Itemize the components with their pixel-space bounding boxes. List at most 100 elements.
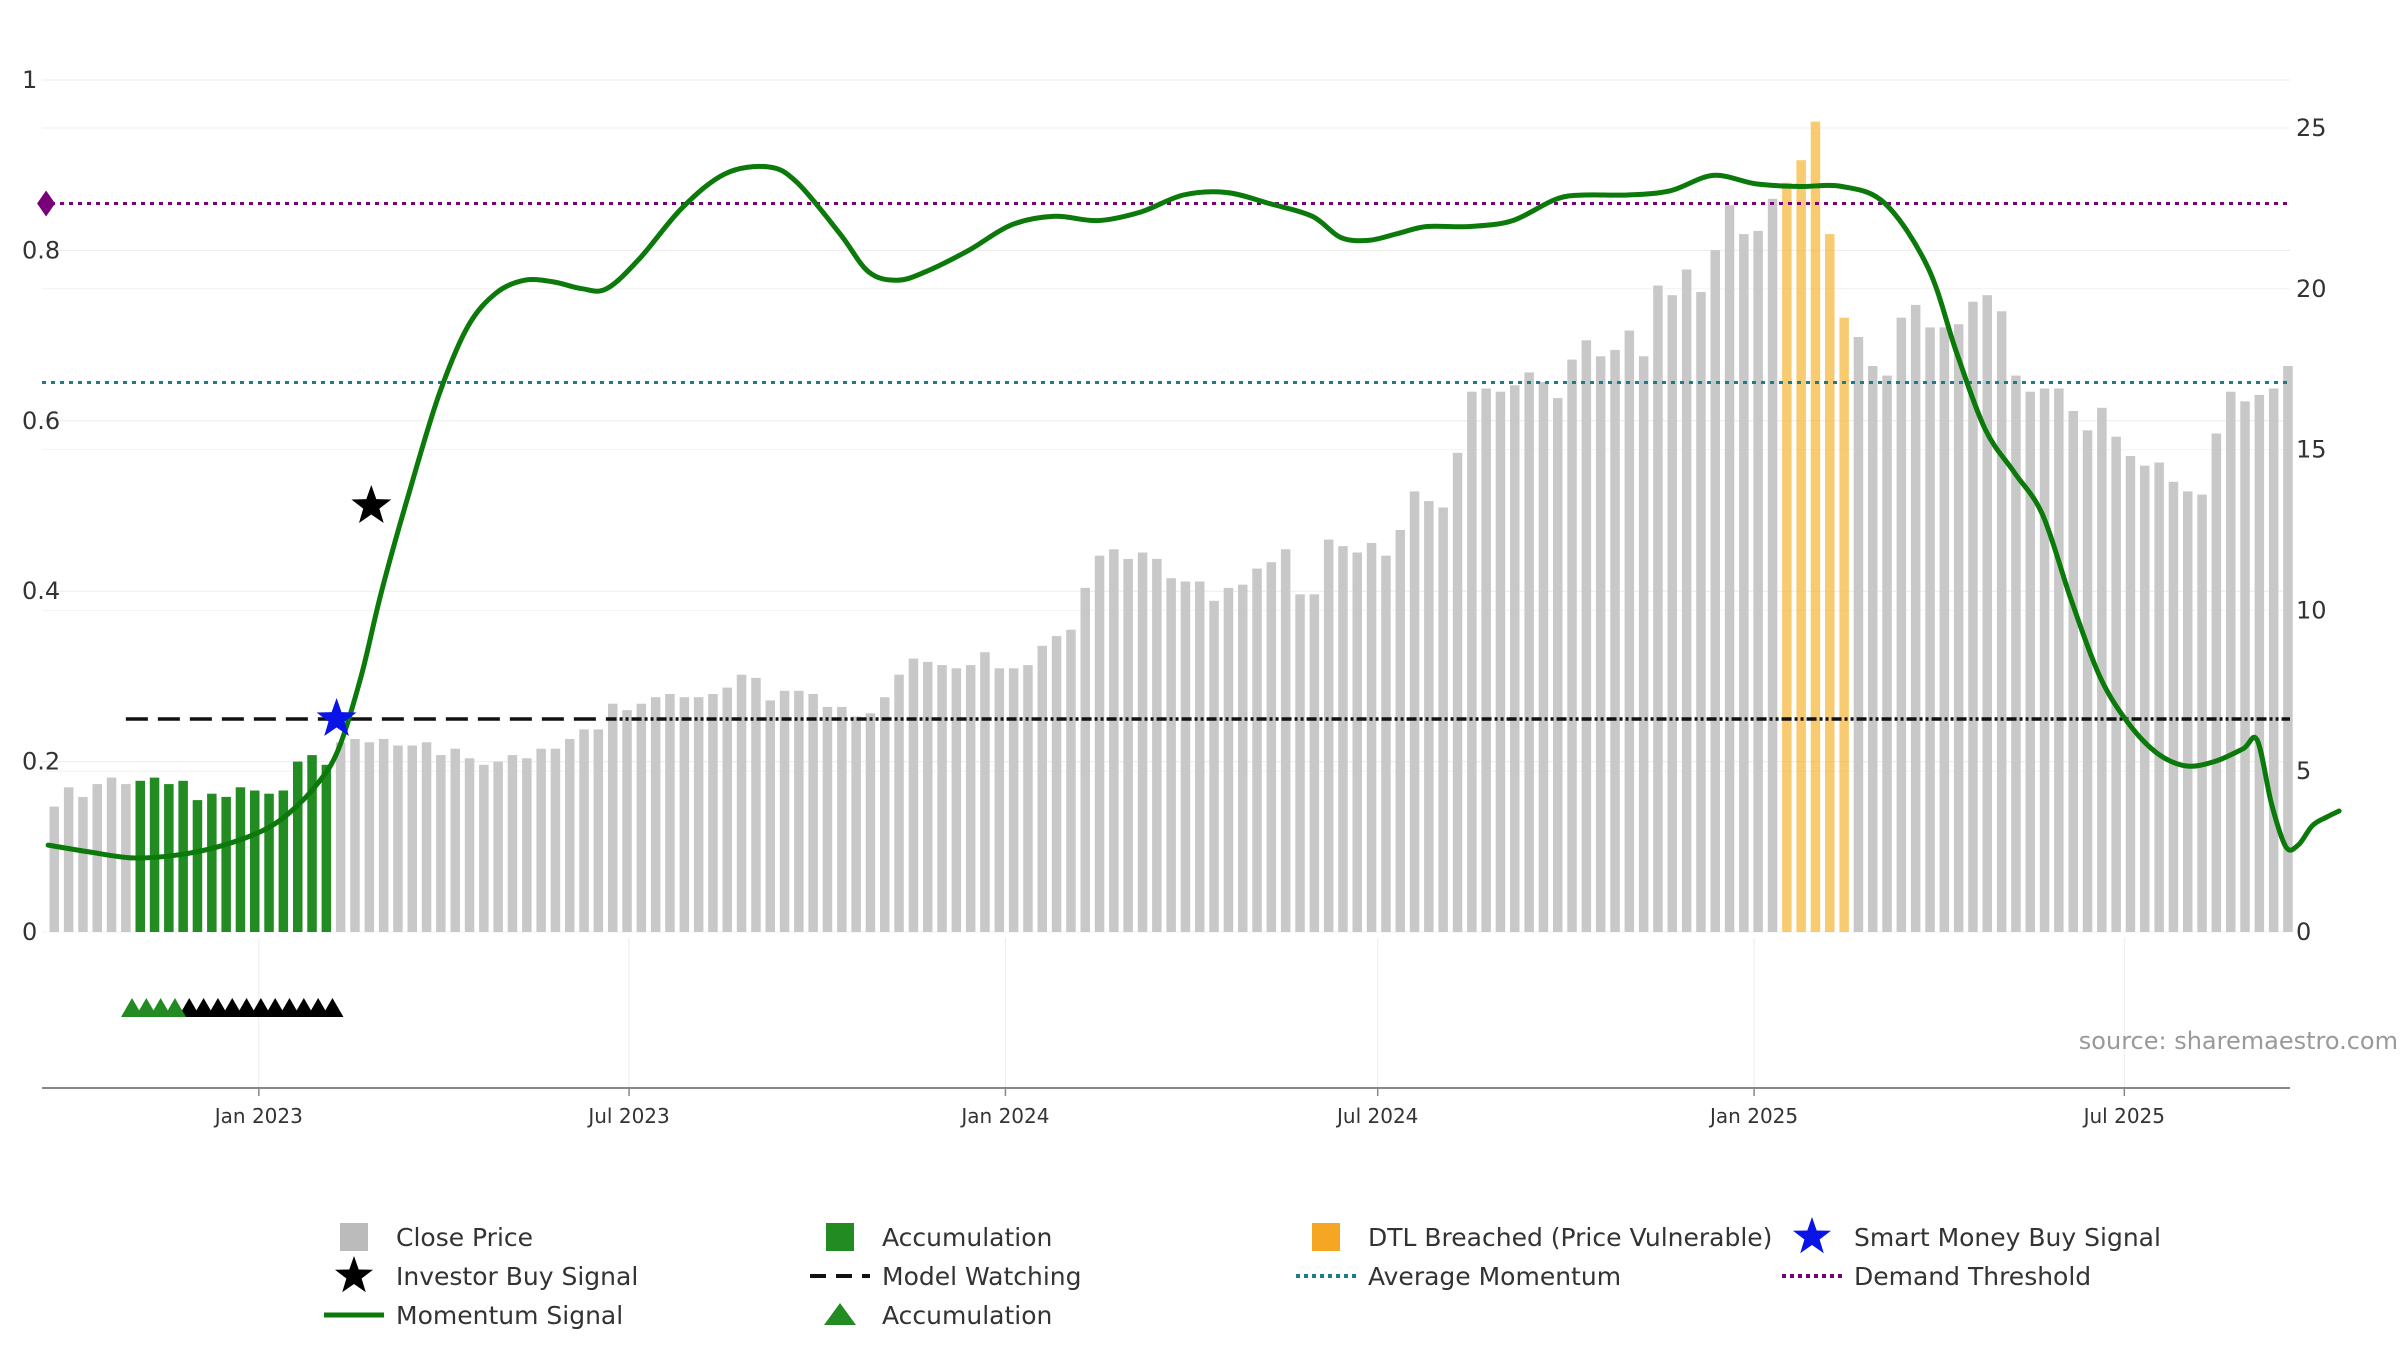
close-price-bar [1696, 292, 1706, 932]
close-price-bar [923, 661, 933, 932]
momentum-signal-layer [45, 163, 2342, 861]
legend-swatch-triangle [824, 1303, 856, 1325]
investor-marker-triangle [249, 998, 272, 1017]
close-price-bar [1395, 530, 1405, 932]
close-price-bar [78, 796, 88, 932]
close-price-bar [479, 764, 489, 932]
close-price-bar [1767, 198, 1778, 933]
close-price-bar [693, 697, 704, 932]
close-price-bar [1180, 581, 1191, 932]
close-price-bar [1481, 388, 1491, 932]
accumulation-marker-triangle [163, 998, 186, 1017]
close-price-bar [779, 690, 790, 932]
right-axis-tick-label: 20 [2296, 275, 2327, 303]
close-price-bar [1996, 311, 2007, 932]
left-axis-tick-label: 0.6 [22, 407, 60, 435]
accumulation-marker-triangle [149, 998, 172, 1017]
close-price-bar [1882, 375, 1892, 933]
close-price-bar [851, 716, 861, 932]
close-price-bar [2154, 462, 2164, 932]
close-price-bar [2068, 411, 2078, 932]
close-price-bar [951, 668, 962, 932]
close-price-bar [865, 713, 876, 932]
close-price-bar [2254, 394, 2265, 932]
right-axis-tick-label: 5 [2296, 757, 2311, 785]
legend-label: Investor Buy Signal [396, 1262, 638, 1291]
close-price-bar [1252, 568, 1262, 932]
close-price-bar [1051, 636, 1062, 932]
close-price-bar [708, 694, 718, 932]
close-price-bar [1066, 629, 1076, 932]
x-axis-tick-label: Jul 2023 [586, 1104, 669, 1128]
x-axis-tick-label: Jan 2023 [213, 1104, 303, 1128]
close-price-bar [1982, 295, 1992, 932]
close-price-bar [436, 755, 446, 932]
close-price-bar [1409, 491, 1420, 932]
close-price-bar [1209, 600, 1219, 932]
close-price-bar [2082, 430, 2093, 932]
momentum-signal-line [45, 163, 2342, 861]
close-price-bar [894, 674, 904, 932]
close-price-bar [794, 690, 804, 932]
close-price-bar [1195, 581, 1205, 932]
close-price-bar [608, 703, 618, 932]
close-price-bar [579, 729, 589, 932]
close-price-bar [1094, 555, 1105, 932]
close-price-bar [2268, 388, 2279, 932]
close-price-bar [1381, 555, 1391, 932]
reference-lines [42, 202, 2290, 721]
close-price-bar [63, 787, 74, 932]
x-axis-tick-label: Jul 2025 [2082, 1104, 2165, 1128]
close-price-bar [1910, 304, 1921, 932]
close-price-bar [378, 739, 389, 932]
close-price-bar [722, 687, 732, 932]
close-price-bar [2197, 494, 2207, 932]
close-price-bar [565, 739, 575, 932]
close-price-bar [92, 784, 102, 932]
close-price-bar [1080, 587, 1090, 932]
close-price-bar [421, 742, 432, 932]
close-price-bar [450, 748, 460, 932]
left-axis-tick-label: 0.8 [22, 236, 60, 264]
close-price-bar [751, 677, 761, 932]
close-price-bar [679, 697, 690, 932]
close-price-bar [1896, 317, 1907, 932]
close-price-bar [736, 674, 747, 932]
close-price-bar [1109, 549, 1119, 932]
close-price-bar [1739, 234, 1749, 933]
close-price-bar [765, 700, 775, 932]
legend-label: Smart Money Buy Signal [1854, 1223, 2161, 1252]
left-axis-tick-label: 1 [22, 66, 37, 94]
legend-label: Model Watching [882, 1262, 1082, 1291]
close-price-bar [1968, 301, 1978, 932]
close-price-bar [278, 790, 289, 932]
close-price-bar [550, 748, 561, 932]
close-price-bar [1452, 452, 1463, 932]
close-price-bar [1467, 391, 1477, 932]
close-price-bar [350, 739, 360, 932]
close-price-bar [2140, 465, 2150, 932]
close-price-bar [1238, 584, 1248, 932]
close-price-bar [293, 761, 303, 932]
close-price-bar [1137, 552, 1148, 932]
close-price-bar [2211, 433, 2222, 932]
legend-swatch-square [826, 1223, 854, 1251]
legend-swatch-star [1793, 1217, 1831, 1254]
close-price-bar [665, 694, 675, 932]
close-price-bar [2039, 388, 2050, 932]
close-price-bar [307, 755, 317, 932]
right-axis-tick-label: 15 [2296, 436, 2327, 464]
close-price-bar [837, 706, 847, 932]
investor-marker-triangle [292, 998, 315, 1017]
close-price-bar [980, 652, 990, 932]
close-price-bar [364, 742, 375, 932]
close-price-bar [593, 729, 604, 932]
smart-money-buy-signal-star [316, 698, 357, 736]
close-price-bar [622, 710, 632, 932]
close-price-bar [965, 665, 976, 932]
close-price-bar [1567, 359, 1577, 933]
close-price-bar [192, 800, 203, 932]
legend-swatch-star [335, 1256, 373, 1293]
close-price-bar [1753, 230, 1763, 932]
